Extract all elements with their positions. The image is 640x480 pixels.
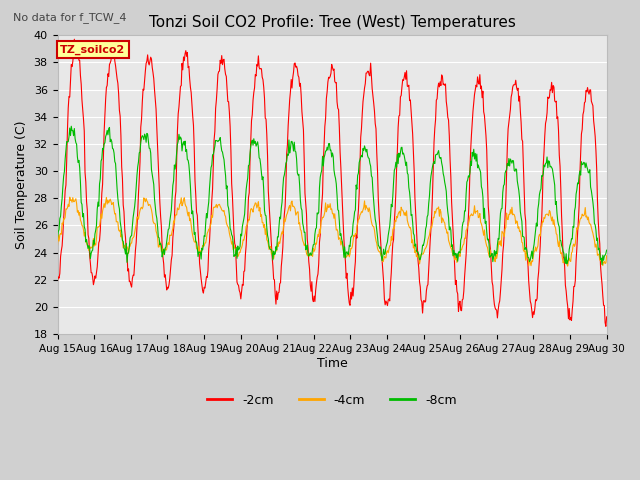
X-axis label: Time: Time [317,357,348,370]
Text: TZ_soilco2: TZ_soilco2 [60,44,125,55]
Legend: -2cm, -4cm, -8cm: -2cm, -4cm, -8cm [202,389,462,411]
Text: No data for f_TCW_4: No data for f_TCW_4 [13,12,126,23]
Title: Tonzi Soil CO2 Profile: Tree (West) Temperatures: Tonzi Soil CO2 Profile: Tree (West) Temp… [148,15,515,30]
Y-axis label: Soil Temperature (C): Soil Temperature (C) [15,120,28,249]
